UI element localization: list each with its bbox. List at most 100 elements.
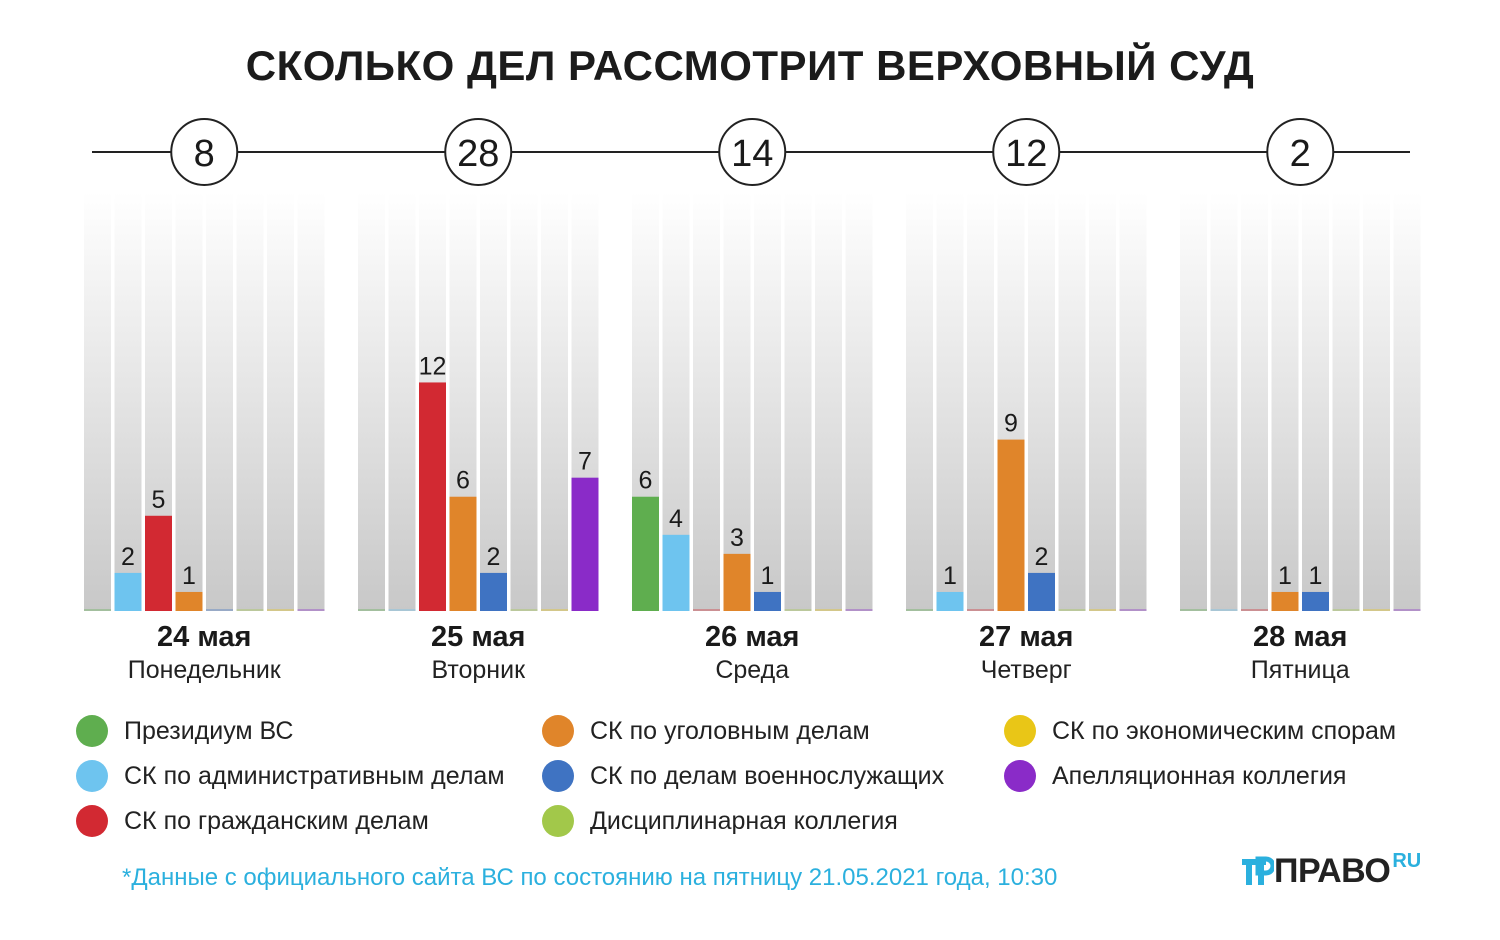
data-label: 2	[121, 543, 135, 571]
legend-label: Дисциплинарная коллегия	[590, 806, 898, 835]
bar	[1119, 609, 1147, 611]
weekday-label: Понедельник	[128, 656, 282, 684]
bar	[175, 591, 203, 611]
column-background	[1302, 192, 1329, 611]
legend-swatch	[542, 715, 574, 747]
legend-label: СК по гражданским делам	[124, 806, 429, 835]
column-background	[206, 192, 233, 611]
column-background	[723, 192, 751, 611]
weekday-label: Четверг	[981, 656, 1072, 684]
bar	[480, 572, 507, 611]
legend-label: Апелляционная коллегия	[1052, 761, 1347, 790]
column-background	[1363, 192, 1390, 611]
total-circle	[170, 118, 239, 186]
bar	[1332, 609, 1360, 611]
legend-item: Дисциплинарная коллегия	[542, 803, 898, 839]
bar	[997, 439, 1025, 611]
bar	[693, 609, 720, 611]
pravo-logo-icon	[1242, 856, 1274, 885]
data-label: 3	[730, 524, 744, 552]
weekday-label: Среда	[715, 656, 789, 684]
column-background	[936, 192, 964, 611]
date-label: 26 мая	[705, 621, 799, 653]
legend-swatch	[76, 715, 108, 747]
column-background	[693, 192, 720, 611]
data-label: 1	[182, 562, 196, 590]
bar	[936, 591, 964, 611]
total-circle	[444, 118, 513, 186]
bar	[967, 609, 994, 611]
day-group: 1 1 2 28 мая Пятница	[1180, 118, 1421, 684]
bar	[632, 496, 659, 611]
legend-item: СК по гражданским делам	[76, 803, 429, 839]
bar	[1180, 609, 1207, 611]
bar	[267, 609, 294, 611]
column-background	[1332, 192, 1360, 611]
total-label: 12	[1005, 133, 1047, 175]
date-label: 28 мая	[1253, 621, 1347, 653]
column-background	[1393, 192, 1421, 611]
date-label: 27 мая	[979, 621, 1073, 653]
bar	[145, 515, 172, 611]
legend-label: СК по экономическим спорам	[1052, 716, 1397, 745]
bar	[571, 477, 599, 611]
data-label: 4	[669, 505, 683, 533]
bar	[1271, 591, 1299, 611]
data-label: 2	[1035, 543, 1049, 571]
column-background	[175, 192, 203, 611]
bar	[662, 534, 690, 611]
data-label: 1	[943, 562, 957, 590]
bar	[449, 496, 477, 611]
legend-label: СК по уголовным делам	[590, 716, 870, 745]
logo: ПРАВО RU	[1240, 850, 1422, 891]
bar	[1241, 609, 1268, 611]
bar	[206, 609, 233, 611]
logo-suffix: RU	[1392, 850, 1422, 872]
legend-item: СК по делам военнослужащих	[542, 758, 944, 794]
column-background	[906, 192, 933, 611]
weekday-label: Пятница	[1251, 656, 1350, 684]
bar	[1302, 591, 1329, 611]
legend-swatch	[76, 760, 108, 792]
column-background	[1210, 192, 1238, 611]
column-background	[815, 192, 842, 611]
legend-label: СК по делам военнослужащих	[590, 761, 945, 790]
data-label: 1	[1309, 562, 1323, 590]
bar	[510, 609, 538, 611]
data-label: 5	[152, 486, 166, 514]
legend-item: Апелляционная коллегия	[1004, 758, 1346, 794]
column-background	[1119, 192, 1147, 611]
day-group: 2 5 1 8 24 мая Понедельник	[84, 118, 325, 684]
column-background	[967, 192, 994, 611]
bar	[1210, 609, 1238, 611]
column-background	[267, 192, 294, 611]
legend-item: Президиум ВС	[76, 713, 293, 749]
column-background	[84, 192, 111, 611]
data-label: 2	[487, 543, 501, 571]
weekday-label: Вторник	[431, 656, 526, 684]
legend-swatch	[1004, 760, 1036, 792]
date-label: 25 мая	[431, 621, 525, 653]
bar	[845, 609, 873, 611]
date-label: 24 мая	[157, 621, 251, 653]
bar	[419, 382, 446, 611]
bar	[723, 553, 751, 611]
data-label: 9	[1004, 410, 1018, 438]
legend-swatch	[542, 760, 574, 792]
legend-label: СК по административным делам	[124, 761, 505, 790]
bar	[84, 609, 111, 611]
column-background	[1271, 192, 1299, 611]
bar	[906, 609, 933, 611]
total-label: 8	[194, 133, 215, 175]
column-background	[1089, 192, 1116, 611]
legend-item: СК по экономическим спорам	[1004, 713, 1396, 749]
bar	[1393, 609, 1421, 611]
chart-title: СКОЛЬКО ДЕЛ РАССМОТРИТ ВЕРХОВНЫЙ СУД	[245, 42, 1255, 89]
data-label: 1	[1278, 562, 1292, 590]
bar	[1089, 609, 1116, 611]
bar	[114, 572, 142, 611]
total-label: 14	[731, 133, 773, 175]
total-label: 28	[457, 133, 499, 175]
total-circle	[718, 118, 787, 186]
